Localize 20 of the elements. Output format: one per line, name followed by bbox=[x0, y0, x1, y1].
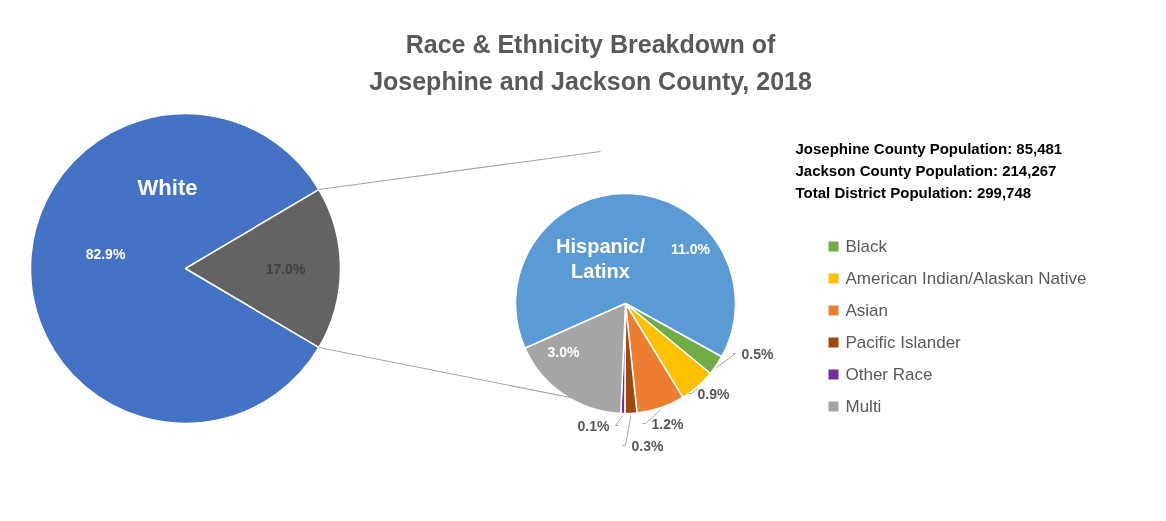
legend-label: Asian bbox=[845, 301, 889, 320]
data-label: 3.0% bbox=[547, 343, 581, 360]
data-label: 1.2% bbox=[651, 415, 685, 432]
slice-label: White bbox=[137, 175, 198, 200]
text: Race & Ethnicity Breakdown of Josephine and Jackson County, 2018 bbox=[369, 29, 812, 96]
legend-label: American Indian/Alaskan Native bbox=[845, 269, 1087, 288]
legend-label: Black bbox=[845, 237, 888, 256]
data-label: 0.5% bbox=[741, 345, 775, 362]
slice-label: Hispanic/ Latinx bbox=[556, 235, 646, 282]
legend-label: Other Race bbox=[845, 365, 933, 384]
text: Josephine County Population: 85,481 bbox=[795, 140, 1063, 157]
legend-label: Pacific Islander bbox=[845, 333, 962, 352]
data-label: 82.9% bbox=[85, 245, 126, 262]
data-label: 11.0% bbox=[671, 240, 711, 257]
data-label: 0.9% bbox=[697, 385, 731, 402]
data-label: 0.1% bbox=[577, 417, 611, 434]
data-label: 0.3% bbox=[631, 437, 665, 454]
text: Jackson County Population: 214,267 bbox=[795, 162, 1057, 179]
text: Total District Population: 299,748 bbox=[795, 184, 1032, 201]
legend-label: Multi bbox=[845, 397, 882, 416]
